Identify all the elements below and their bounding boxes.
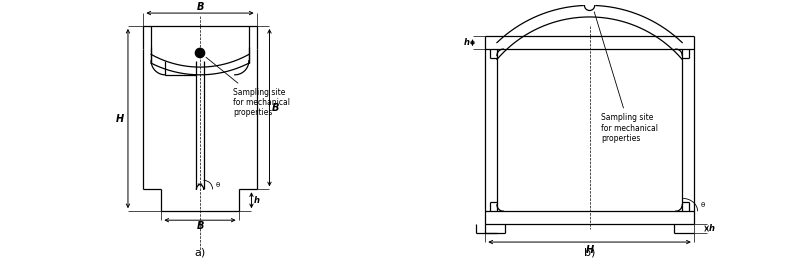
- Text: θ: θ: [215, 182, 219, 188]
- Text: H: H: [116, 114, 124, 124]
- Circle shape: [195, 48, 205, 58]
- Text: Sampling site
for mechanical
properties: Sampling site for mechanical properties: [206, 57, 290, 117]
- Text: B: B: [196, 2, 204, 12]
- Circle shape: [585, 0, 594, 10]
- Text: a): a): [194, 247, 206, 258]
- Text: b): b): [584, 247, 595, 258]
- Text: h: h: [254, 196, 260, 205]
- Text: B: B: [196, 221, 204, 232]
- Text: θ: θ: [700, 202, 705, 208]
- Text: h: h: [464, 38, 470, 47]
- Text: H: H: [586, 245, 594, 255]
- Text: h: h: [710, 224, 715, 233]
- Text: B: B: [272, 103, 279, 113]
- Text: Sampling site
for mechanical
properties: Sampling site for mechanical properties: [594, 12, 658, 143]
